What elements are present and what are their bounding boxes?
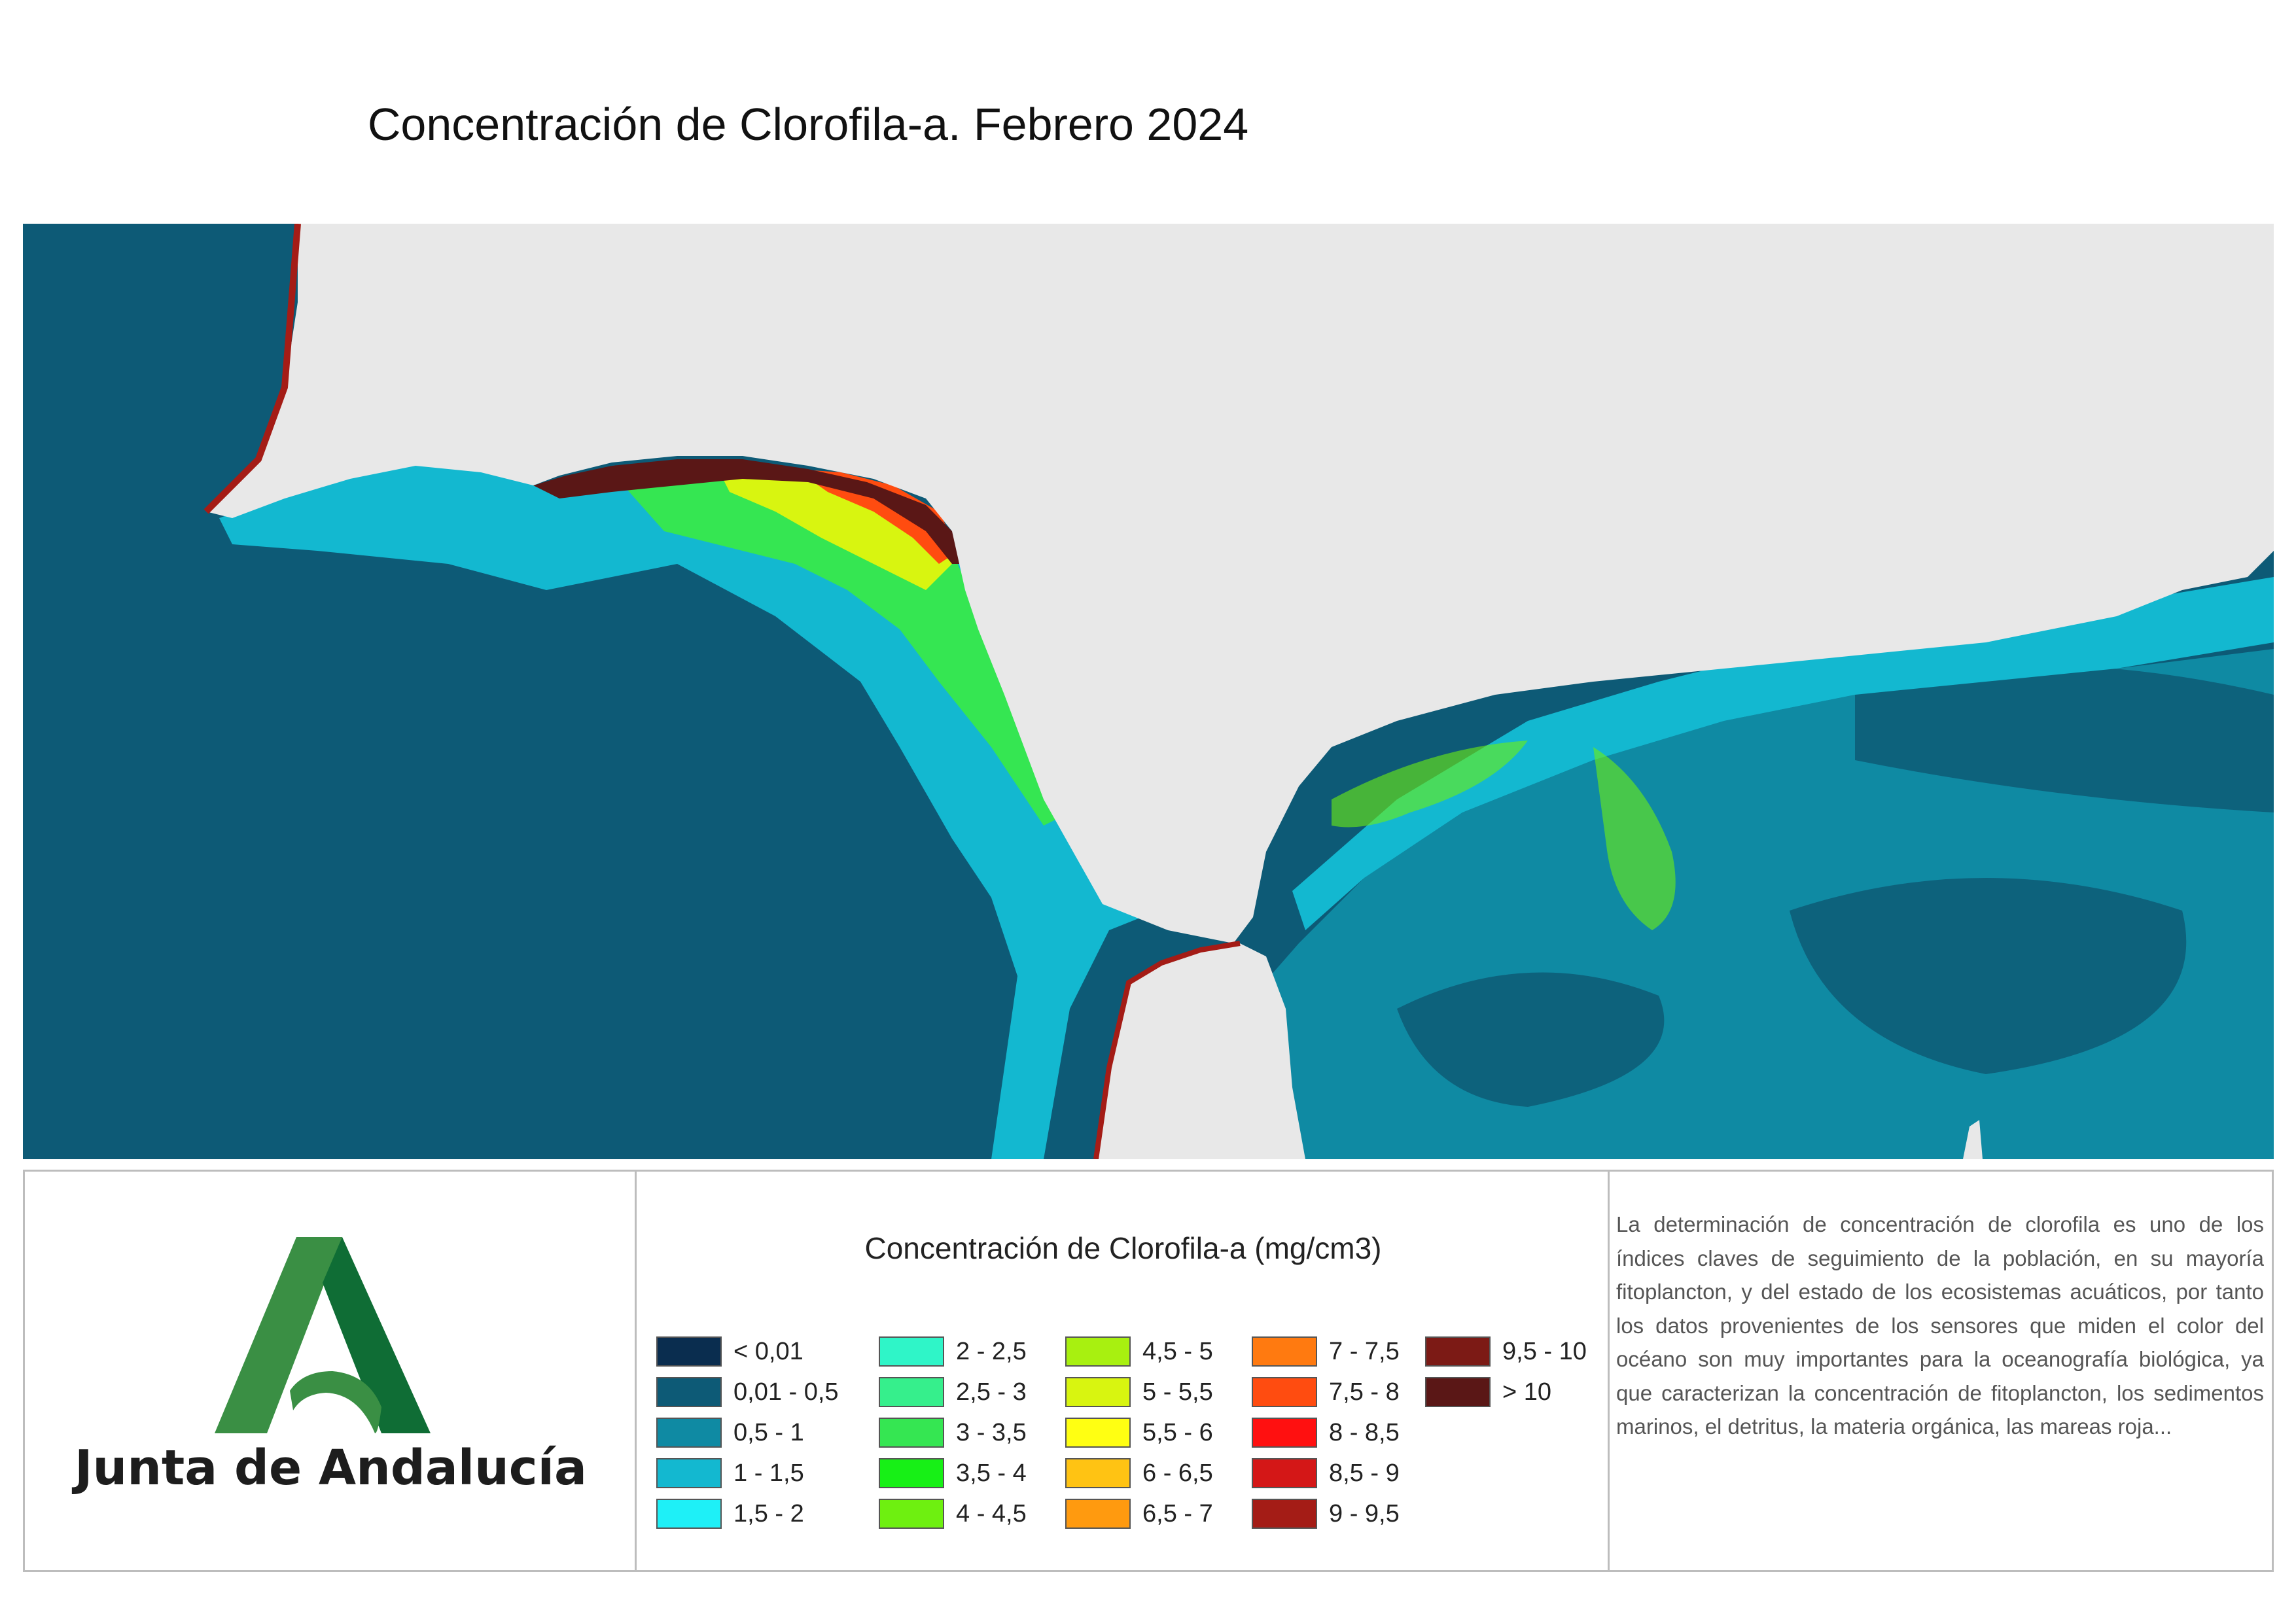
legend-label: 0,5 - 1	[733, 1418, 804, 1446]
legend-item: 9 - 9,5	[1252, 1497, 1400, 1530]
legend-swatch	[1065, 1336, 1131, 1367]
legend-item: < 0,01	[656, 1335, 804, 1368]
legend-swatch	[879, 1458, 944, 1488]
legend-swatch	[1252, 1336, 1317, 1367]
legend-item: 3 - 3,5	[879, 1416, 1027, 1449]
legend-swatch	[656, 1336, 722, 1367]
legend-label: 9,5 - 10	[1502, 1337, 1587, 1365]
legend-item: 8,5 - 9	[1252, 1457, 1400, 1490]
legend-item: 4 - 4,5	[879, 1497, 1027, 1530]
legend-item: 2,5 - 3	[879, 1376, 1027, 1408]
coastline-morocco	[1093, 941, 1241, 1159]
legend-swatch	[879, 1418, 944, 1448]
mediterranean-dark-patches	[1397, 665, 2274, 1107]
legend-swatch	[656, 1377, 722, 1407]
legend-item: 0,5 - 1	[656, 1416, 804, 1449]
page-title: Concentración de Clorofila-a. Febrero 20…	[367, 99, 1249, 150]
legend-label: 5 - 5,5	[1142, 1378, 1213, 1406]
description-text: La determinación de concentración de clo…	[1616, 1212, 2264, 1439]
legend-label: 1,5 - 2	[733, 1499, 804, 1527]
legend-panel: Concentración de Clorofila-a (mg/cm3) < …	[637, 1172, 1610, 1570]
legend-label: 9 - 9,5	[1329, 1499, 1400, 1527]
legend-item: 3,5 - 4	[879, 1457, 1027, 1490]
legend-swatch	[1065, 1377, 1131, 1407]
description-panel: La determinación de concentración de clo…	[1610, 1172, 2272, 1570]
legend-label: 3 - 3,5	[956, 1418, 1027, 1446]
legend-title: Concentración de Clorofila-a (mg/cm3)	[864, 1231, 1382, 1265]
legend-swatch	[656, 1499, 722, 1529]
legend-label: 6 - 6,5	[1142, 1459, 1213, 1487]
legend-swatch	[1065, 1418, 1131, 1448]
legend-label: 5,5 - 6	[1142, 1418, 1213, 1446]
legend-item: 9,5 - 10	[1425, 1335, 1587, 1368]
legend-swatch	[879, 1377, 944, 1407]
legend-label: 8 - 8,5	[1329, 1418, 1400, 1446]
logo-text: Junta de Andalucía	[75, 1440, 587, 1496]
legend-swatch	[1252, 1499, 1317, 1529]
legend-item: 8 - 8,5	[1252, 1416, 1400, 1449]
legend-item: 2 - 2,5	[879, 1335, 1027, 1368]
atlantic-yellow-band	[716, 466, 952, 590]
logo-panel: Junta de Andalucía	[25, 1172, 637, 1570]
coastline-portugal	[203, 224, 301, 514]
legend-item: 6 - 6,5	[1065, 1457, 1213, 1490]
legend-swatch	[1252, 1377, 1317, 1407]
legend-swatch	[879, 1499, 944, 1529]
legend-swatch	[656, 1418, 722, 1448]
legend-item: 5 - 5,5	[1065, 1376, 1213, 1408]
legend-label: 1 - 1,5	[733, 1459, 804, 1487]
legend-label: 6,5 - 7	[1142, 1499, 1213, 1527]
legend-label: < 0,01	[733, 1337, 804, 1365]
legend-label: 7 - 7,5	[1329, 1337, 1400, 1365]
legend-item: 0,01 - 0,5	[656, 1376, 839, 1408]
coastal-max-band	[533, 459, 968, 564]
legend-label: > 10	[1502, 1378, 1552, 1406]
legend-label: 7,5 - 8	[1329, 1378, 1400, 1406]
legend-label: 0,01 - 0,5	[733, 1378, 839, 1406]
legend-item: 6,5 - 7	[1065, 1497, 1213, 1530]
legend-label: 2,5 - 3	[956, 1378, 1027, 1406]
legend-swatch	[1425, 1336, 1491, 1367]
legend-swatch	[1425, 1377, 1491, 1407]
legend-label: 8,5 - 9	[1329, 1459, 1400, 1487]
alboran-bloom	[1332, 741, 1676, 930]
legend-item: > 10	[1425, 1376, 1551, 1408]
land-morocco-east	[1963, 1120, 1983, 1159]
legend-label: 3,5 - 4	[956, 1459, 1027, 1487]
legend-swatch	[1252, 1418, 1317, 1448]
legend-swatch	[656, 1458, 722, 1488]
land-morocco	[1096, 943, 1305, 1159]
chlorophyll-map	[23, 224, 2274, 1159]
legend-swatch	[879, 1336, 944, 1367]
legend-swatch	[1065, 1499, 1131, 1529]
legend-swatch	[1252, 1458, 1317, 1488]
legend-item: 4,5 - 5	[1065, 1335, 1213, 1368]
coastal-high-band	[795, 469, 959, 564]
legend-label: 4 - 4,5	[956, 1499, 1027, 1527]
legend-item: 7,5 - 8	[1252, 1376, 1400, 1408]
legend-grid: < 0,01 0,01 - 0,5 0,5 - 1 1 - 1,5 1,5 - 2 2 -…	[656, 1335, 1598, 1551]
legend-label: 2 - 2,5	[956, 1337, 1027, 1365]
legend-item: 1 - 1,5	[656, 1457, 804, 1490]
legend-label: 4,5 - 5	[1142, 1337, 1213, 1365]
legend-item: 7 - 7,5	[1252, 1335, 1400, 1368]
land-portugal-spain	[206, 224, 2274, 943]
mediterranean-coastal-band	[1292, 577, 2274, 930]
legend-item: 1,5 - 2	[656, 1497, 804, 1530]
legend-item: 5,5 - 6	[1065, 1416, 1213, 1449]
legend-swatch	[1065, 1458, 1131, 1488]
junta-andalucia-a-icon	[215, 1237, 431, 1433]
footer-panel: Junta de Andalucía Concentración de Clor…	[23, 1170, 2274, 1572]
